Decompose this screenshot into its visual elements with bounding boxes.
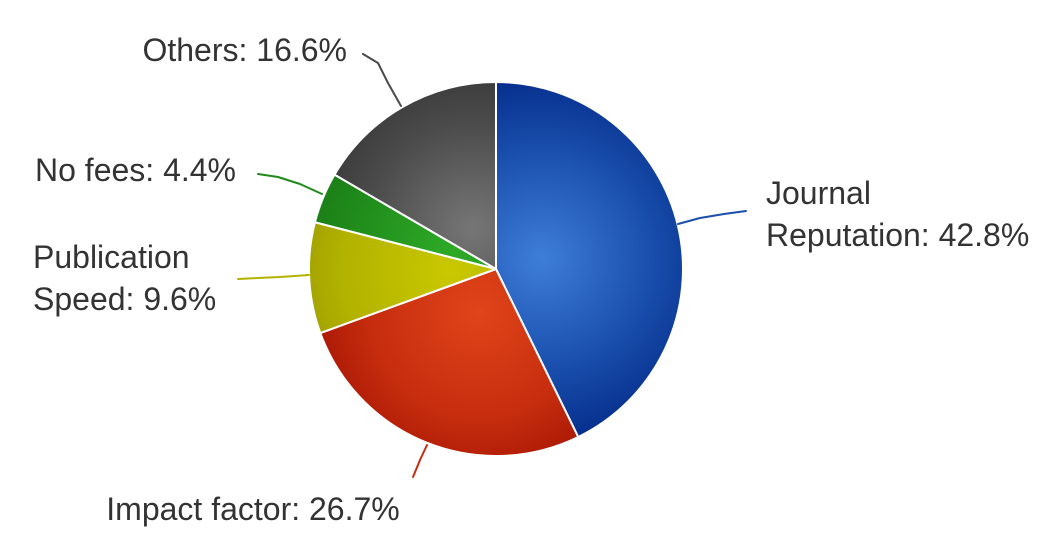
connector-line-publication-speed: [237, 274, 310, 280]
connector-line-journal-reputation: [677, 210, 747, 225]
slice-label-others: Others: 16.6%: [142, 32, 347, 68]
slice-label-line: Journal: [766, 175, 871, 211]
pie-slice-journal-reputation: [495, 81, 684, 438]
slice-label-line: No fees: 4.4%: [35, 152, 236, 188]
pie-slice-others: [333, 81, 497, 270]
connector-line-others: [362, 53, 402, 107]
slice-label-no-fees: No fees: 4.4%: [35, 152, 236, 188]
slice-label-line: Reputation: 42.8%: [766, 217, 1029, 253]
labels-layer: Journal Reputation: 42.8% Impact factor: 2…: [33, 32, 1029, 527]
slices-layer: [308, 81, 684, 457]
pie-slice-publication-speed: [308, 221, 497, 335]
slice-label-line: Others: 16.6%: [142, 32, 347, 68]
connector-line-impact-factor: [412, 444, 428, 478]
slice-label-journal-reputation: Journal Reputation: 42.8%: [766, 175, 1029, 253]
connector-line-no-fees: [257, 173, 323, 195]
connectors-layer: [237, 53, 747, 478]
slice-label-publication-speed: Publication Speed: 9.6%: [33, 239, 216, 317]
slice-label-line: Impact factor: 26.7%: [106, 491, 399, 527]
slice-label-impact-factor: Impact factor: 26.7%: [106, 491, 399, 527]
slice-label-line: Speed: 9.6%: [33, 281, 216, 317]
pie-slice-impact-factor: [319, 268, 580, 457]
slice-label-line: Publication: [33, 239, 190, 275]
